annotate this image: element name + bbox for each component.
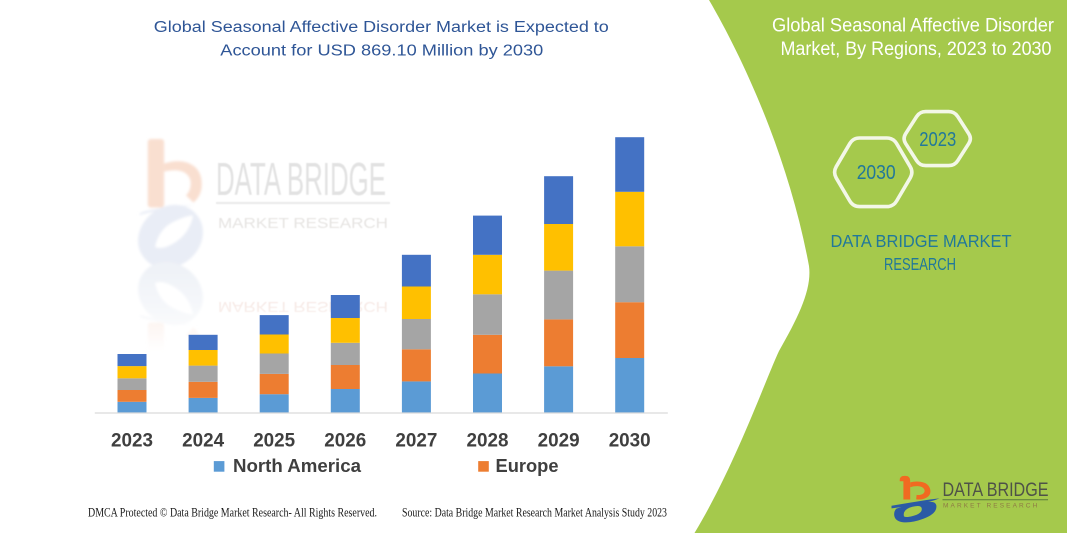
svg-text:DATA BRIDGE: DATA BRIDGE bbox=[943, 480, 1049, 501]
svg-text:DATA BRIDGE: DATA BRIDGE bbox=[216, 154, 386, 205]
svg-text:2024: 2024 bbox=[182, 430, 224, 451]
svg-text:DMCA Protected © Data Bridge M: DMCA Protected © Data Bridge Market Rese… bbox=[88, 506, 377, 520]
svg-text:2030: 2030 bbox=[609, 430, 651, 451]
svg-text:MARKET RESEARCH: MARKET RESEARCH bbox=[218, 298, 388, 315]
svg-text:Source: Data Bridge Market Res: Source: Data Bridge Market Research Mark… bbox=[402, 506, 667, 520]
svg-text:Market, By Regions, 2023 to 20: Market, By Regions, 2023 to 2030 bbox=[781, 39, 1052, 60]
svg-text:2027: 2027 bbox=[395, 430, 437, 451]
svg-text:2028: 2028 bbox=[467, 430, 509, 451]
svg-text:2026: 2026 bbox=[324, 430, 366, 451]
svg-text:MARKET RESEARCH: MARKET RESEARCH bbox=[218, 215, 388, 232]
svg-text:Global Seasonal Affective Diso: Global Seasonal Affective Disorder Marke… bbox=[154, 19, 609, 36]
svg-text:MARKET RESEARCH: MARKET RESEARCH bbox=[943, 503, 1039, 510]
svg-text:North America: North America bbox=[233, 456, 362, 476]
svg-text:2023: 2023 bbox=[111, 430, 153, 451]
svg-text:2029: 2029 bbox=[538, 430, 580, 451]
svg-text:Global Seasonal Affective Diso: Global Seasonal Affective Disorder bbox=[772, 16, 1055, 37]
svg-text:Account for USD 869.10 Million: Account for USD 869.10 Million by 2030 bbox=[220, 43, 543, 60]
svg-text:2023: 2023 bbox=[919, 129, 956, 151]
svg-text:DATA BRIDGE MARKET: DATA BRIDGE MARKET bbox=[831, 231, 1012, 251]
svg-text:2025: 2025 bbox=[253, 430, 295, 451]
svg-text:2030: 2030 bbox=[857, 162, 896, 184]
svg-text:RESEARCH: RESEARCH bbox=[884, 254, 956, 274]
svg-text:Europe: Europe bbox=[496, 456, 559, 476]
